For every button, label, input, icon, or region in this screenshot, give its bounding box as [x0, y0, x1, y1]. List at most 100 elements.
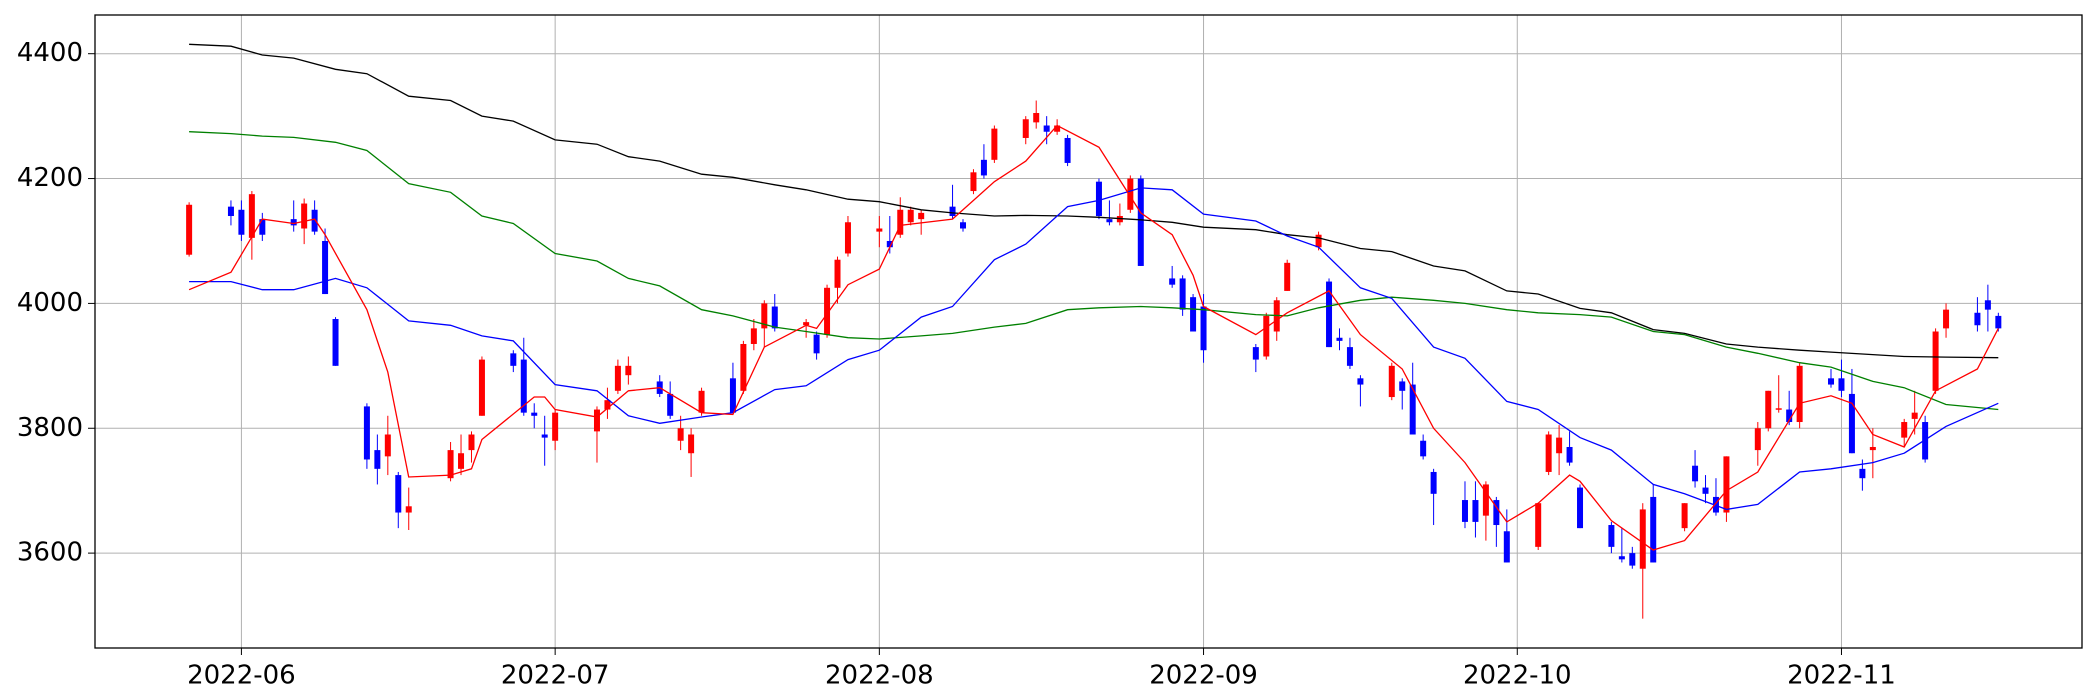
x-tick-label: 2022-11 [1787, 661, 1896, 691]
candle-body [1618, 556, 1625, 560]
candle-body [907, 209, 914, 223]
candle-body [593, 409, 600, 432]
candle-body [824, 287, 831, 335]
candle-body [468, 434, 475, 451]
candle-body [1346, 347, 1353, 366]
candle-body [1535, 503, 1542, 547]
candle-body [1169, 278, 1176, 285]
candle-body [1179, 278, 1186, 310]
candle-body [1472, 500, 1479, 522]
candle-body [876, 228, 883, 232]
grid-layer [95, 15, 2082, 648]
candle-body [1922, 422, 1929, 460]
candle-body [1430, 471, 1437, 494]
candle-body [1859, 468, 1866, 479]
y-tick-label: 3800 [17, 413, 83, 443]
candle-body [1577, 487, 1584, 529]
candle-body [1409, 384, 1416, 435]
candle-body [970, 172, 977, 192]
candle-body [834, 259, 841, 288]
candle-body [458, 453, 465, 469]
candle-body [290, 219, 297, 226]
x-tick-label: 2022-07 [501, 661, 610, 691]
candle-body [1545, 434, 1552, 472]
marks-layer [186, 43, 2002, 619]
candle-body [1608, 525, 1615, 547]
candle-body [1284, 262, 1291, 291]
candle-body [1692, 465, 1699, 482]
candle-body [259, 219, 266, 235]
moving-average-line [188, 124, 1999, 551]
candle-body [1263, 315, 1270, 357]
candle-body [1252, 347, 1259, 360]
candle-body [688, 434, 695, 454]
candle-body [1848, 393, 1855, 454]
candle-body [698, 390, 705, 413]
candle-body [1315, 234, 1322, 248]
candle-body [1461, 500, 1468, 522]
candle-body [1838, 378, 1845, 391]
candle-body [1629, 553, 1636, 566]
x-tick-label: 2022-09 [1149, 661, 1258, 691]
candle-body [1200, 306, 1207, 351]
candle-body [238, 209, 245, 235]
candle-body [405, 506, 412, 513]
candle-body [478, 359, 485, 416]
candle-body [1943, 309, 1950, 329]
candle-body [1974, 312, 1981, 326]
candle-body [1723, 456, 1730, 513]
candle-body [332, 319, 339, 366]
candle-body [1503, 531, 1510, 563]
candle-body [844, 222, 851, 254]
y-tick-label: 3600 [17, 538, 83, 568]
candle-body [1828, 378, 1835, 385]
candle-body [1043, 125, 1050, 132]
candle-body [1388, 365, 1395, 398]
candle-body [1984, 300, 1991, 310]
candle-body [301, 203, 308, 229]
candle-body [1054, 125, 1061, 132]
candle-body [1137, 178, 1144, 266]
candle-body [1650, 496, 1657, 563]
candle-body [1932, 331, 1939, 391]
candle-body [248, 194, 255, 238]
candle-body [771, 306, 778, 329]
candle-body [1702, 487, 1709, 494]
candle-body [1566, 446, 1573, 463]
moving-average-line [189, 187, 1999, 511]
candle-body [960, 222, 967, 229]
candle-body [1482, 484, 1489, 516]
candle-body [374, 450, 381, 469]
candle-body [510, 353, 517, 366]
candle-body [604, 400, 611, 410]
candle-body [311, 209, 318, 232]
candle-body [1326, 281, 1333, 348]
moving-average-line [189, 131, 1999, 411]
candle-body [447, 450, 454, 479]
candle-body [1106, 219, 1113, 223]
candle-body [980, 159, 987, 176]
candle-body [991, 128, 998, 160]
candle-body [614, 365, 621, 391]
candle-body [897, 209, 904, 235]
candle-body [1681, 503, 1688, 529]
candle-body [1336, 337, 1343, 341]
candle-body [1095, 181, 1102, 217]
candle-body [1765, 390, 1772, 429]
candle-body [1901, 422, 1908, 438]
candle-body [552, 412, 559, 441]
candle-body [1995, 315, 2002, 329]
labels-layer: 3600 3800 4000 4200 4400 2022-06 2022-07 2022-0… [17, 38, 1896, 690]
candle-body [395, 475, 402, 513]
candle-body [520, 359, 527, 413]
candle-body [1775, 408, 1782, 410]
candle-body [1190, 297, 1197, 332]
x-tick-label: 2022-06 [187, 661, 296, 691]
candle-body [803, 322, 810, 326]
candle-body [1556, 437, 1563, 454]
candle-body [667, 393, 674, 416]
candle-body [227, 206, 234, 217]
candle-body [1493, 500, 1500, 526]
y-tick-label: 4400 [17, 38, 83, 68]
